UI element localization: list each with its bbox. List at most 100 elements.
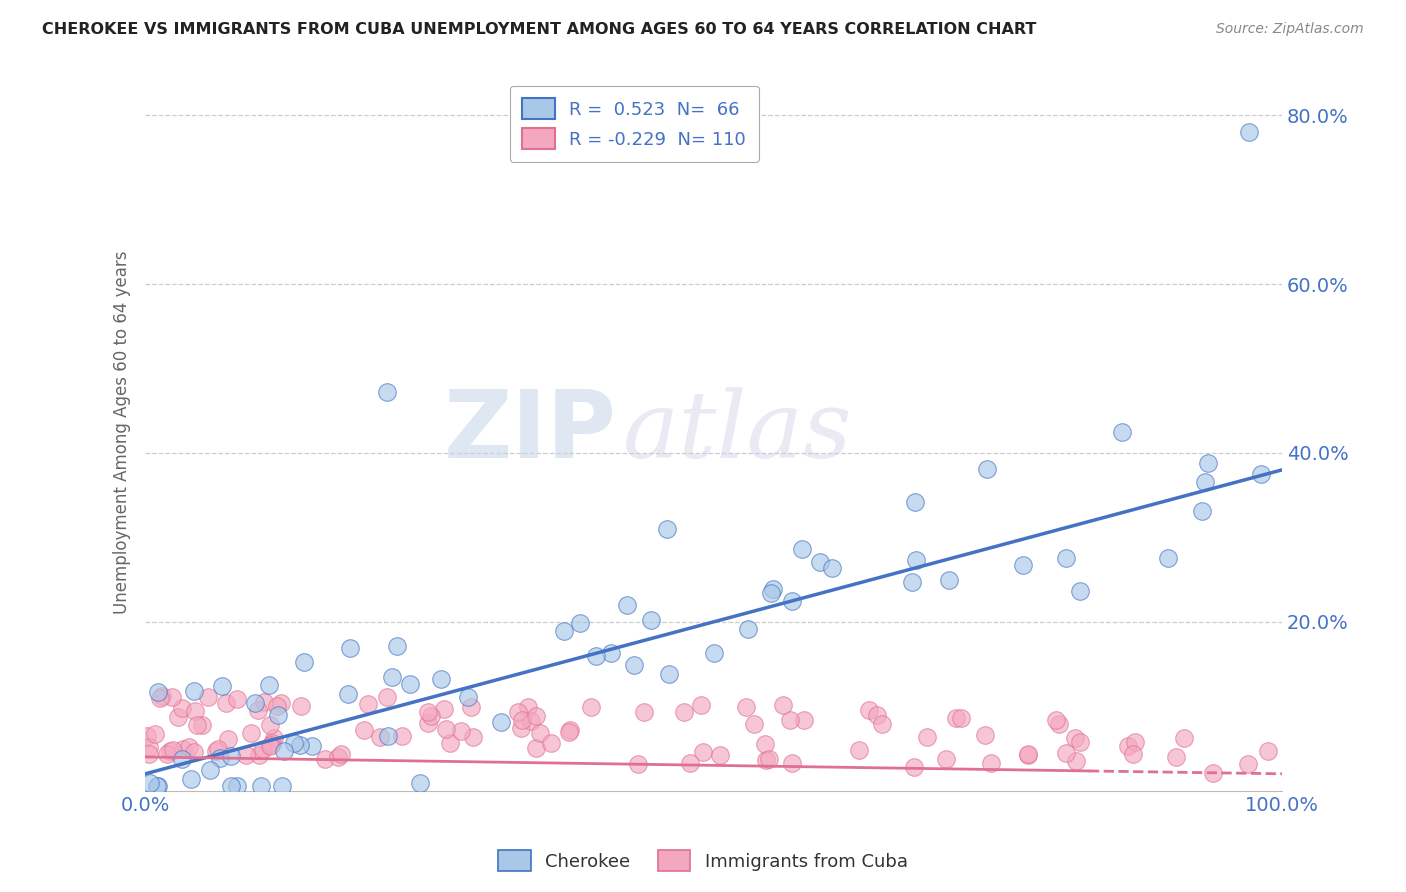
Point — [247, 703, 270, 717]
Point — [1122, 747, 1144, 761]
Point — [1202, 765, 1225, 780]
Point — [145, 780, 167, 794]
Point — [790, 542, 813, 557]
Point — [1197, 456, 1219, 470]
Point — [1045, 713, 1067, 727]
Point — [146, 684, 169, 698]
Point — [558, 725, 581, 739]
Point — [1111, 425, 1133, 439]
Point — [252, 741, 274, 756]
Point — [250, 780, 273, 794]
Point — [290, 699, 312, 714]
Point — [387, 639, 409, 653]
Point — [283, 736, 305, 750]
Point — [762, 582, 785, 596]
Point — [1069, 734, 1091, 748]
Point — [600, 646, 623, 660]
Point — [980, 756, 1002, 770]
Point — [138, 747, 160, 762]
Point — [160, 690, 183, 705]
Point — [156, 747, 179, 762]
Point — [903, 759, 925, 773]
Point — [1017, 747, 1039, 762]
Point — [692, 745, 714, 759]
Point — [339, 640, 361, 655]
Point — [935, 752, 957, 766]
Point — [616, 598, 638, 612]
Point — [737, 622, 759, 636]
Point — [865, 708, 887, 723]
Text: Source: ZipAtlas.com: Source: ZipAtlas.com — [1216, 22, 1364, 37]
Point — [301, 739, 323, 754]
Point — [183, 704, 205, 718]
Point — [1054, 550, 1077, 565]
Point — [266, 699, 288, 714]
Point — [974, 728, 997, 742]
Point — [450, 723, 472, 738]
Point — [170, 752, 193, 766]
Point — [1064, 754, 1087, 768]
Point — [197, 690, 219, 704]
Point — [243, 696, 266, 710]
Point — [375, 690, 398, 705]
Point — [399, 676, 422, 690]
Point — [353, 723, 375, 738]
Point — [519, 714, 541, 728]
Point — [159, 744, 181, 758]
Point — [180, 772, 202, 787]
Point — [1069, 584, 1091, 599]
Point — [138, 775, 160, 789]
Point — [779, 713, 801, 727]
Point — [780, 594, 803, 608]
Point — [1157, 550, 1180, 565]
Point — [135, 729, 157, 743]
Point — [270, 696, 292, 710]
Point — [377, 729, 399, 743]
Legend: R =  0.523  N=  66, R = -0.229  N= 110: R = 0.523 N= 66, R = -0.229 N= 110 — [510, 86, 759, 161]
Point — [780, 756, 803, 771]
Point — [336, 687, 359, 701]
Point — [257, 678, 280, 692]
Point — [235, 747, 257, 762]
Point — [560, 723, 582, 737]
Point — [793, 713, 815, 727]
Point — [755, 753, 778, 767]
Point — [510, 713, 533, 727]
Point — [1054, 746, 1077, 760]
Point — [703, 646, 725, 660]
Point — [742, 717, 765, 731]
Point — [461, 730, 484, 744]
Point — [172, 742, 194, 756]
Point — [1257, 744, 1279, 758]
Point — [219, 748, 242, 763]
Point — [273, 744, 295, 758]
Point — [655, 523, 678, 537]
Point — [219, 780, 242, 794]
Point — [226, 780, 249, 794]
Point — [627, 756, 650, 771]
Point — [226, 692, 249, 706]
Point — [1239, 125, 1261, 139]
Point — [439, 735, 461, 749]
Point — [569, 616, 592, 631]
Point — [540, 736, 562, 750]
Point — [271, 779, 294, 793]
Point — [391, 729, 413, 743]
Point — [416, 705, 439, 719]
Point — [1049, 716, 1071, 731]
Point — [149, 690, 172, 705]
Point — [183, 745, 205, 759]
Point — [633, 705, 655, 719]
Point — [1166, 750, 1188, 764]
Point — [901, 575, 924, 590]
Point — [658, 667, 681, 681]
Point — [623, 658, 645, 673]
Point — [138, 739, 160, 754]
Point — [1017, 747, 1039, 761]
Point — [143, 727, 166, 741]
Point — [754, 738, 776, 752]
Point — [314, 752, 336, 766]
Point — [260, 736, 283, 750]
Point — [510, 722, 533, 736]
Point — [211, 680, 233, 694]
